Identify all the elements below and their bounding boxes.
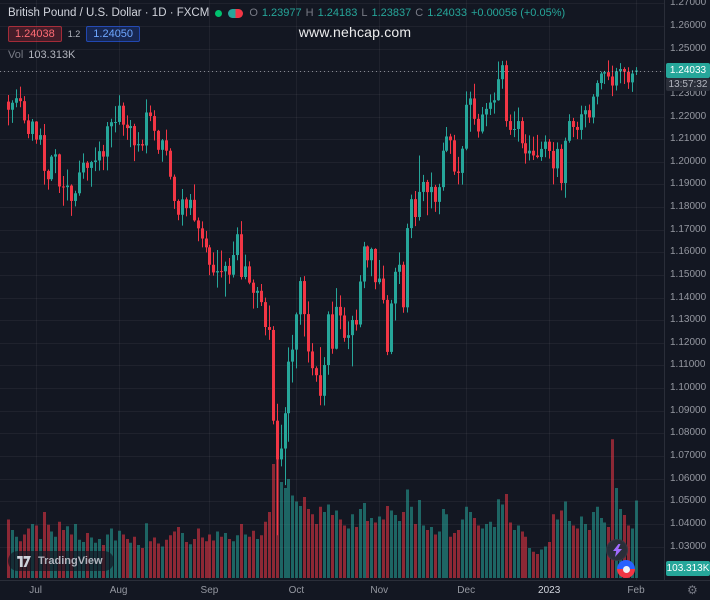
price-tick-label: 1.04000 bbox=[670, 517, 707, 529]
price-tick-label: 1.09000 bbox=[670, 404, 707, 416]
market-status-icon bbox=[215, 9, 223, 17]
time-tick-label: Feb bbox=[627, 585, 645, 596]
settings-gear-icon[interactable]: ⚙ bbox=[687, 583, 698, 597]
open-label: O bbox=[249, 7, 258, 19]
low-value: 1.23837 bbox=[371, 7, 412, 19]
high-label: H bbox=[305, 7, 314, 19]
open-value: 1.23977 bbox=[261, 7, 302, 19]
price-tick-label: 1.18000 bbox=[670, 201, 707, 213]
time-tick-label: Sep bbox=[200, 585, 219, 596]
price-tick-label: 1.06000 bbox=[670, 472, 707, 484]
close-label: C bbox=[415, 7, 424, 19]
quick-trade-lightning-button[interactable] bbox=[606, 539, 628, 561]
chart-legend: British Pound / U.S. Dollar · 1D · FXCM … bbox=[8, 7, 565, 61]
price-tick-label: 1.17000 bbox=[670, 223, 707, 235]
price-tick-label: 1.25000 bbox=[670, 42, 707, 54]
time-tick-label: Jul bbox=[29, 585, 43, 596]
price-tick-label: 1.20000 bbox=[670, 155, 707, 167]
lightning-icon bbox=[612, 543, 622, 557]
high-value: 1.24183 bbox=[317, 7, 358, 19]
time-tick-label: 2023 bbox=[538, 585, 561, 596]
price-tick-label: 1.16000 bbox=[670, 246, 707, 258]
time-axis[interactable]: Jul Aug Sep Oct Nov Dec 2023 Feb bbox=[0, 580, 710, 600]
price-tick-label: 1.08000 bbox=[670, 427, 707, 439]
time-tick-label: Dec bbox=[457, 585, 476, 596]
price-tick-label: 1.14000 bbox=[670, 291, 707, 303]
price-axis[interactable]: 1.03000 1.04000 1.05000 1.06000 1.07000 1.080… bbox=[664, 0, 710, 580]
time-tick-label: Aug bbox=[109, 585, 128, 596]
last-price-badge: 1.24033 bbox=[666, 62, 710, 78]
volume-value: 103.313K bbox=[28, 49, 76, 61]
price-tick-label: 1.03000 bbox=[670, 540, 707, 552]
price-tick-label: 1.15000 bbox=[670, 268, 707, 280]
price-tick-label: 1.21000 bbox=[670, 133, 707, 145]
candles-layer bbox=[7, 60, 638, 536]
volume-label: Vol bbox=[8, 49, 24, 61]
buy-button[interactable]: 1.24050 bbox=[86, 26, 141, 42]
grid-layer bbox=[0, 0, 664, 580]
price-tick-label: 1.10000 bbox=[670, 382, 707, 394]
price-tick-label: 1.26000 bbox=[670, 20, 707, 32]
bid-ask-row: 1.24038 1.2 1.24050 bbox=[8, 26, 565, 42]
price-tick-label: 1.11000 bbox=[670, 359, 706, 371]
price-tick-label: 1.12000 bbox=[670, 336, 707, 348]
sell-button[interactable]: 1.24038 bbox=[8, 26, 62, 42]
legend-symbol-row: British Pound / U.S. Dollar · 1D · FXCM … bbox=[8, 7, 565, 19]
close-value: 1.24033 bbox=[427, 7, 467, 19]
volume-axis-badge: 103.313K bbox=[666, 561, 710, 576]
price-tick-label: 1.19000 bbox=[670, 178, 707, 190]
price-tick-label: 1.05000 bbox=[670, 495, 707, 507]
watermark: www.nehcap.com bbox=[298, 24, 412, 40]
price-tick-label: 1.07000 bbox=[670, 449, 707, 461]
price-tick-label: 1.27000 bbox=[670, 0, 707, 9]
countdown-badge: 13:57:32 bbox=[666, 78, 710, 92]
price-tick-label: 1.22000 bbox=[670, 110, 707, 122]
volume-row: Vol 103.313K bbox=[8, 49, 565, 61]
spread-value: 1.2 bbox=[67, 29, 81, 39]
ohlc-readout: O 1.23977 H 1.24183 L 1.23837 C 1.24033 +0.0… bbox=[249, 7, 565, 19]
tradingview-attribution[interactable]: TradingView bbox=[8, 551, 114, 571]
time-tick-label: Oct bbox=[288, 585, 305, 596]
price-tick-label: 1.13000 bbox=[670, 314, 707, 326]
tradingview-logo-text: TradingView bbox=[38, 555, 103, 567]
bid-ask-toggle-icon[interactable] bbox=[228, 8, 244, 18]
time-tick-label: Nov bbox=[370, 585, 389, 596]
change-value: +0.00056 (+0.05%) bbox=[470, 7, 566, 19]
low-label: L bbox=[361, 7, 368, 19]
symbol-title[interactable]: British Pound / U.S. Dollar · 1D · FXCM bbox=[8, 7, 210, 19]
paper-trading-chip-button[interactable] bbox=[617, 560, 635, 578]
tradingview-logo-icon bbox=[17, 555, 31, 567]
